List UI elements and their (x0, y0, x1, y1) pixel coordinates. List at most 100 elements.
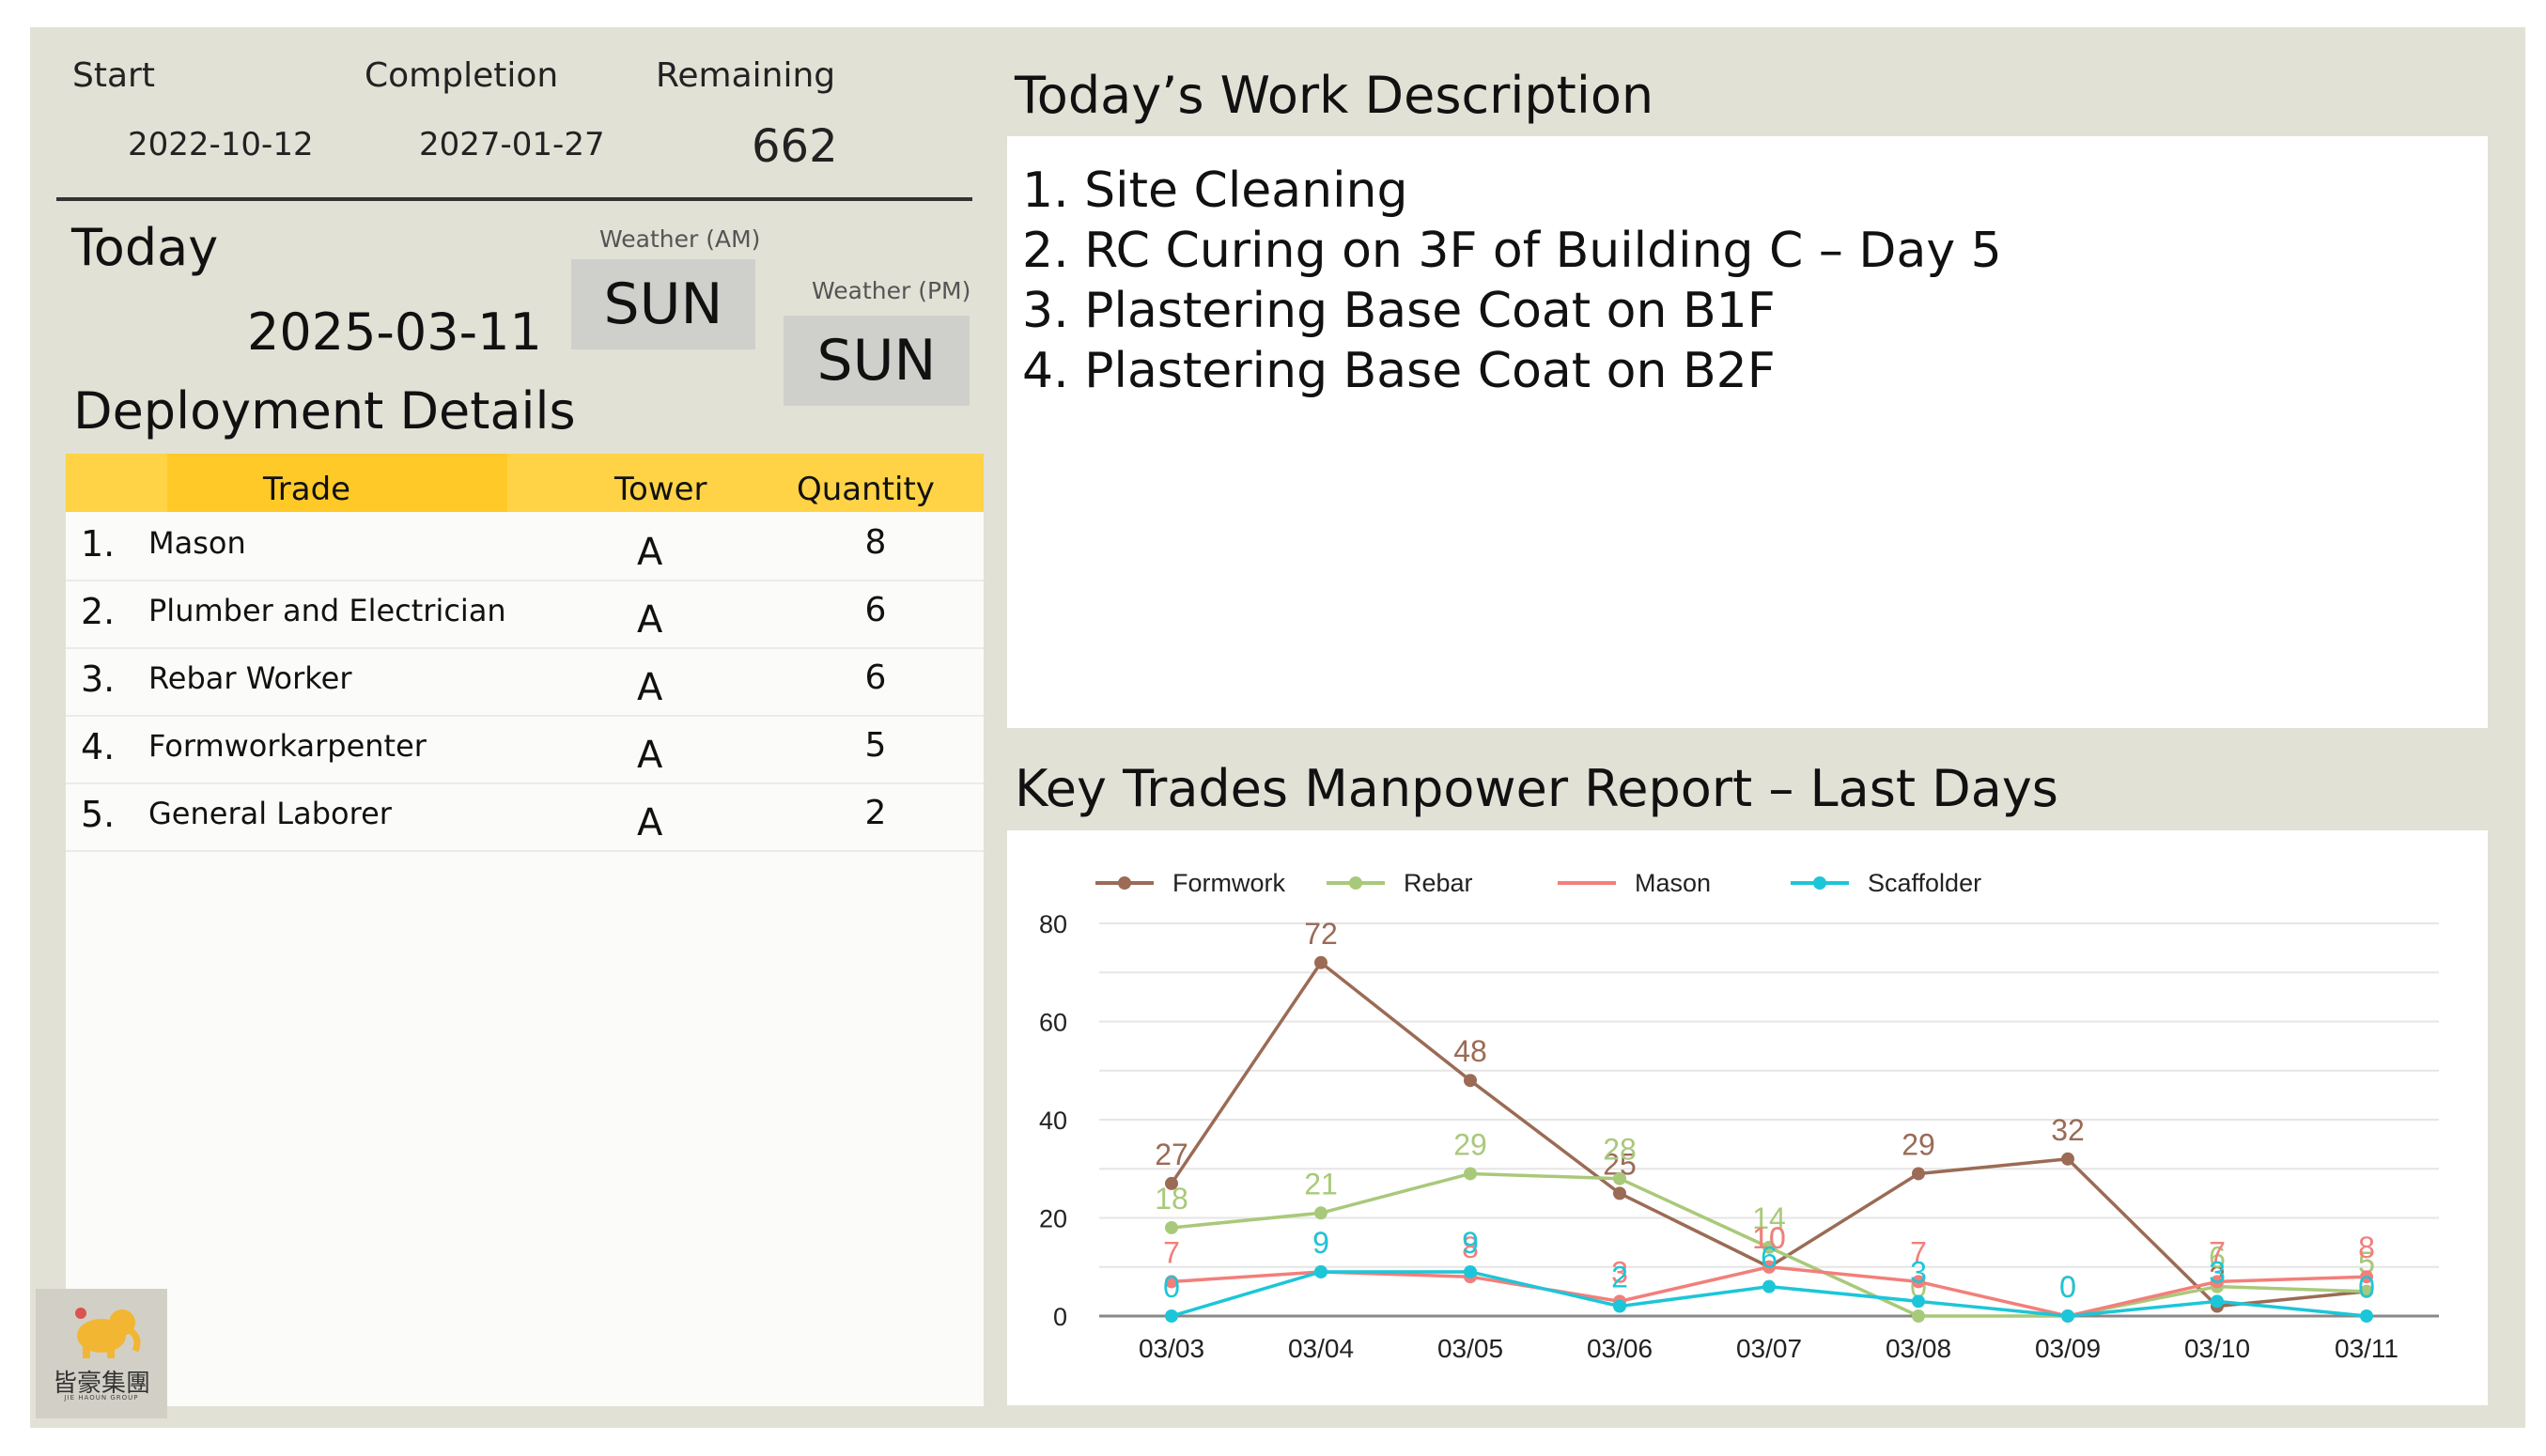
data-label: 8 (1462, 1231, 1479, 1264)
today-date: 2025-03-11 (247, 302, 542, 362)
y-tick-label: 0 (1053, 1303, 1067, 1331)
tower-cell: A (637, 734, 663, 777)
data-point (2061, 1152, 2074, 1166)
data-label: 21 (1304, 1167, 1338, 1200)
data-point (1165, 1275, 1178, 1289)
x-tick-label: 03/08 (1886, 1334, 1951, 1363)
work-item: 4. Plastering Base Coat on B2F (1022, 343, 1776, 399)
completion-date: 2027-01-27 (419, 126, 605, 163)
data-label: 27 (1155, 1138, 1188, 1171)
start-label: Start (72, 56, 155, 95)
data-label: 9 (1462, 1226, 1479, 1260)
trade-cell: Mason (148, 525, 246, 561)
legend-label: Mason (1635, 869, 1711, 897)
data-point (2211, 1294, 2224, 1309)
data-point (1912, 1167, 1925, 1181)
row-number: 4. (81, 726, 116, 767)
tower-cell: A (637, 666, 663, 709)
data-point (1912, 1309, 1925, 1323)
data-label: 2 (1611, 1261, 1628, 1294)
data-label: 5 (2358, 1246, 2375, 1279)
data-label: 9 (1312, 1226, 1329, 1260)
data-point (1314, 1264, 1327, 1278)
tower-cell: A (637, 801, 663, 844)
data-point (1464, 1264, 1477, 1278)
quantity-cell: 2 (864, 794, 887, 832)
data-label: 18 (1155, 1182, 1188, 1216)
quantity-cell: 6 (864, 591, 887, 629)
y-tick-label: 40 (1039, 1107, 1067, 1135)
row-number: 2. (81, 591, 116, 632)
quantity-cell: 8 (864, 523, 887, 562)
work-description-panel: 1. Site Cleaning 2. RC Curing on 3F of B… (1007, 136, 2488, 728)
today-label: Today (71, 218, 219, 277)
data-label: 3 (1910, 1255, 1927, 1289)
data-label: 5 (2358, 1246, 2375, 1279)
table-row: 3. Rebar Worker A 6 (66, 647, 984, 717)
data-label: 6 (2209, 1241, 2226, 1275)
weather-am-label: Weather (AM) (599, 225, 761, 253)
data-label: 14 (1752, 1201, 1786, 1235)
table-header: Trade Tower Quantity (66, 454, 984, 512)
summary-divider (56, 197, 972, 201)
x-tick-label: 03/05 (1437, 1334, 1503, 1363)
tower-cell: A (637, 598, 663, 642)
deployment-table: Trade Tower Quantity 1. Mason A 8 2. Plu… (66, 454, 984, 1406)
data-point (1613, 1171, 1626, 1185)
y-tick-label: 80 (1039, 910, 1067, 938)
data-point (1314, 1206, 1327, 1220)
data-label: 29 (1453, 1127, 1487, 1161)
x-tick-label: 03/06 (1587, 1334, 1653, 1363)
row-number: 1. (81, 523, 116, 565)
trade-cell: Rebar Worker (148, 660, 352, 696)
trade-cell: General Laborer (148, 796, 392, 831)
work-item: 3. Plastering Base Coat on B1F (1022, 283, 1776, 339)
table-row: 2. Plumber and Electrician A 6 (66, 580, 984, 649)
column-header-tower: Tower (614, 471, 707, 508)
trade-cell: Formworkarpenter (148, 728, 427, 764)
table-row: 5. General Laborer A 2 (66, 782, 984, 852)
logo-subtitle: JIE HAOUN GROUP (64, 1394, 139, 1402)
legend-marker (1118, 876, 1131, 890)
trade-cell: Plumber and Electrician (148, 593, 506, 628)
x-tick-label: 03/10 (2184, 1334, 2250, 1363)
data-label: 9 (1312, 1226, 1329, 1260)
column-header-quantity: Quantity (797, 471, 935, 508)
report-title: Key Trades Manpower Report – Last Days (1015, 759, 2058, 818)
data-label: 48 (1453, 1034, 1487, 1068)
data-point (2360, 1284, 2373, 1298)
data-point (1912, 1275, 1925, 1289)
data-point (2360, 1270, 2373, 1284)
data-point (1165, 1309, 1178, 1323)
weather-am-value: SUN (571, 259, 755, 349)
data-label: 0 (2059, 1270, 2076, 1304)
deployment-title: Deployment Details (73, 381, 576, 441)
quantity-cell: 5 (864, 726, 887, 765)
legend-label: Rebar (1404, 869, 1473, 897)
data-point (2211, 1275, 2224, 1289)
quantity-cell: 6 (864, 658, 887, 697)
data-label: 6 (1761, 1241, 1778, 1275)
data-point (1165, 1220, 1178, 1234)
data-point (1762, 1240, 1776, 1254)
x-tick-label: 03/11 (2335, 1334, 2399, 1363)
x-tick-label: 03/03 (1139, 1334, 1204, 1363)
data-label: 3 (2209, 1255, 2226, 1289)
data-point (1314, 955, 1327, 969)
data-label: 28 (1603, 1133, 1637, 1167)
x-tick-label: 03/09 (2035, 1334, 2101, 1363)
data-label: 7 (1163, 1235, 1180, 1269)
data-label: 0 (2358, 1270, 2375, 1304)
weather-pm-label: Weather (PM) (812, 277, 971, 304)
row-number: 3. (81, 658, 116, 700)
data-point (1912, 1294, 1925, 1309)
remaining-label: Remaining (656, 56, 836, 95)
legend-marker (1349, 876, 1362, 890)
data-point (1613, 1299, 1626, 1313)
elephant-icon (75, 1308, 141, 1358)
data-point (2360, 1309, 2373, 1323)
y-tick-label: 60 (1039, 1009, 1067, 1037)
data-label: 0 (2059, 1270, 2076, 1304)
data-label: 29 (1902, 1127, 1935, 1161)
work-item: 1. Site Cleaning (1022, 163, 1408, 219)
